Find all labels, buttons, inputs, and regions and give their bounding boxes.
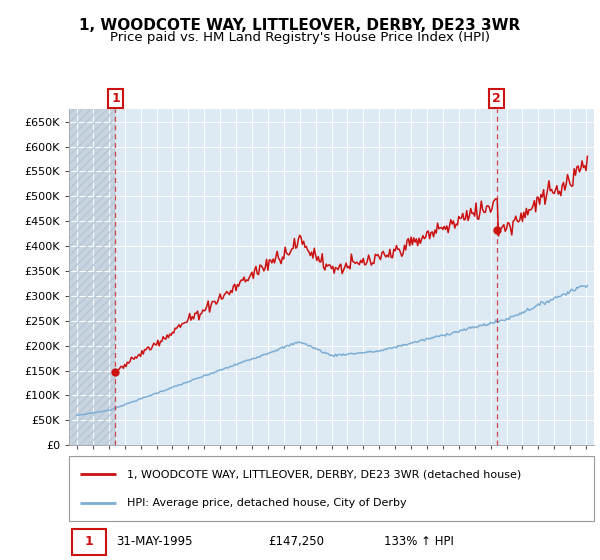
Text: HPI: Average price, detached house, City of Derby: HPI: Average price, detached house, City…: [127, 498, 406, 508]
Text: Price paid vs. HM Land Registry's House Price Index (HPI): Price paid vs. HM Land Registry's House …: [110, 31, 490, 44]
Bar: [69, 109, 115, 445]
Text: 1, WOODCOTE WAY, LITTLEOVER, DERBY, DE23 3WR (detached house): 1, WOODCOTE WAY, LITTLEOVER, DERBY, DE23…: [127, 469, 521, 479]
Text: 133% ↑ HPI: 133% ↑ HPI: [384, 535, 454, 548]
Text: 1, WOODCOTE WAY, LITTLEOVER, DERBY, DE23 3WR: 1, WOODCOTE WAY, LITTLEOVER, DERBY, DE23…: [79, 18, 521, 33]
Text: 1: 1: [111, 92, 120, 105]
Text: £147,250: £147,250: [269, 535, 325, 548]
Text: 2: 2: [493, 92, 501, 105]
Text: 1: 1: [85, 535, 93, 548]
Bar: [69, 109, 115, 445]
Bar: [71, 529, 106, 555]
Text: 31-MAY-1995: 31-MAY-1995: [116, 535, 193, 548]
